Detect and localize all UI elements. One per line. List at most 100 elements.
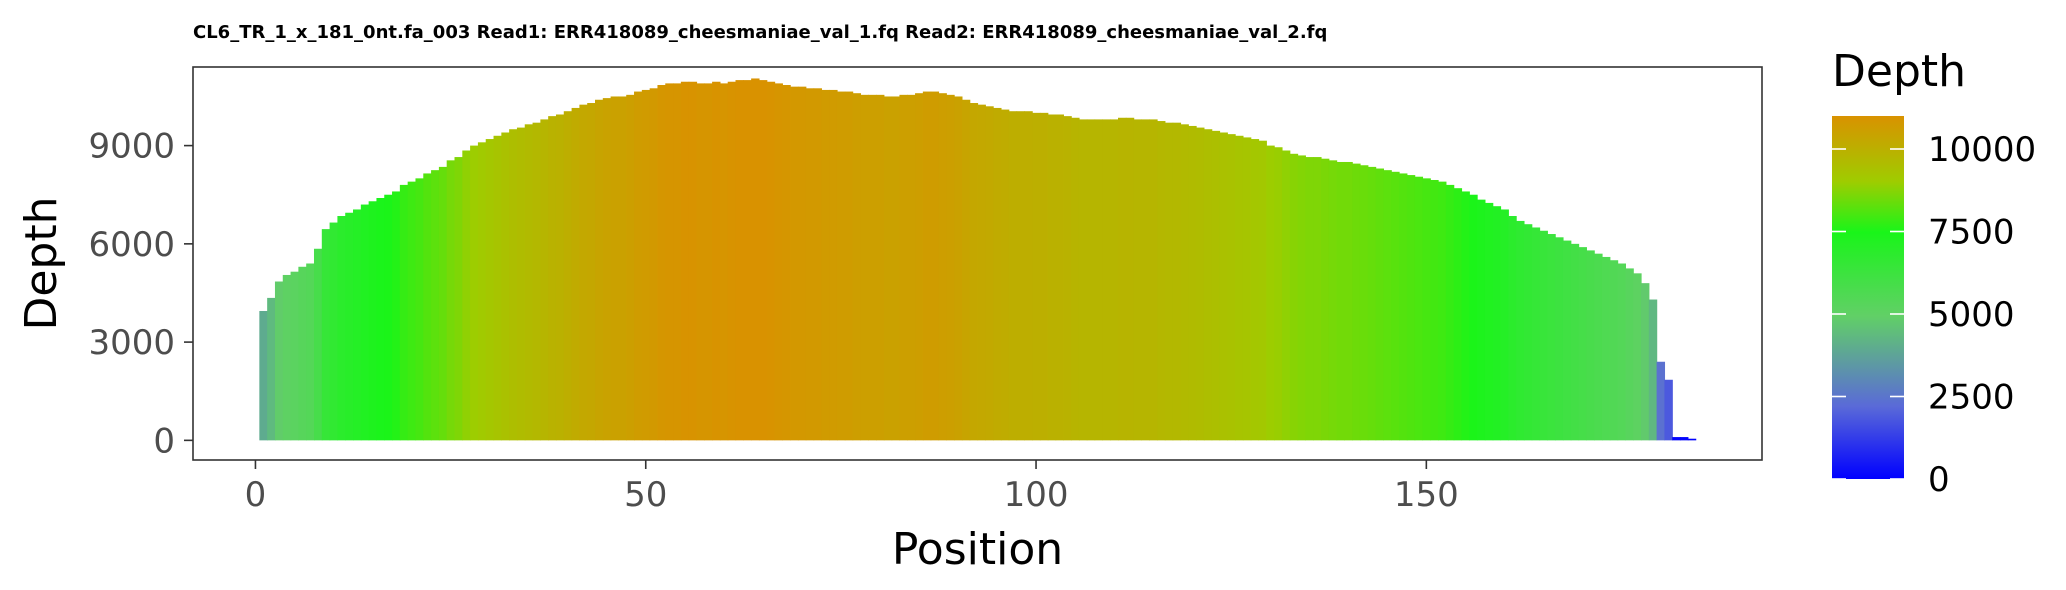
- bar: [1508, 216, 1517, 441]
- bar: [1320, 158, 1330, 441]
- bar: [1516, 220, 1525, 441]
- bar: [1625, 268, 1634, 441]
- bar: [438, 166, 448, 441]
- bar: [368, 201, 378, 441]
- y-tick-label: 9000: [88, 127, 175, 167]
- bar: [1609, 260, 1619, 441]
- bar: [1445, 184, 1455, 441]
- bar: [743, 80, 752, 441]
- bar: [1438, 181, 1447, 441]
- bar: [868, 94, 877, 441]
- bar: [1531, 227, 1541, 441]
- bar: [259, 310, 268, 441]
- bar: [1039, 112, 1049, 441]
- bar: [1242, 137, 1252, 441]
- bar: [821, 89, 830, 441]
- bar: [1250, 139, 1260, 441]
- bar: [907, 94, 916, 441]
- bar: [1352, 163, 1361, 441]
- bar: [563, 111, 573, 441]
- bar: [477, 142, 487, 441]
- legend-colorbar: [1832, 116, 1904, 479]
- bar: [462, 150, 471, 441]
- legend-tick-label: 5000: [1928, 295, 2015, 335]
- bar: [829, 89, 838, 441]
- bar: [977, 104, 986, 441]
- bar: [1641, 283, 1650, 441]
- bar: [766, 81, 776, 441]
- bar: [1562, 240, 1572, 441]
- bar: [282, 274, 292, 441]
- bar: [946, 94, 955, 441]
- bar: [1071, 117, 1080, 441]
- bar: [1149, 119, 1158, 441]
- bar: [376, 198, 385, 441]
- x-axis: 0 50 100 150: [245, 460, 1459, 515]
- bar: [1430, 179, 1439, 441]
- plot-area: [259, 78, 1697, 441]
- bar: [1313, 157, 1322, 441]
- bar: [313, 248, 323, 441]
- bar: [1672, 437, 1681, 441]
- bar: [938, 93, 947, 441]
- x-axis-title: Position: [892, 524, 1063, 575]
- bar: [1375, 168, 1385, 441]
- bar: [1094, 119, 1103, 441]
- bar: [392, 191, 401, 441]
- bar: [1008, 111, 1018, 441]
- bar: [1258, 140, 1267, 441]
- bar: [883, 96, 893, 441]
- bar: [1547, 234, 1556, 441]
- bar: [774, 83, 783, 441]
- bar: [1617, 263, 1626, 441]
- bar: [454, 157, 463, 441]
- bar: [423, 173, 432, 441]
- bar: [337, 216, 346, 441]
- y-tick-label: 3000: [88, 323, 175, 363]
- bar: [1172, 122, 1182, 441]
- bar: [1680, 437, 1689, 441]
- bar: [493, 135, 502, 441]
- bar: [1500, 209, 1509, 441]
- bar: [1594, 253, 1603, 441]
- bar: [1203, 129, 1213, 441]
- bar: [891, 96, 901, 441]
- bar: [384, 194, 393, 441]
- bar: [1461, 191, 1470, 441]
- bar: [587, 103, 596, 441]
- bar: [1648, 299, 1658, 441]
- y-axis-title: Depth: [16, 196, 67, 330]
- bar: [844, 91, 854, 441]
- bar: [1289, 153, 1299, 441]
- bar: [1032, 112, 1041, 441]
- bar: [1586, 250, 1595, 441]
- legend-tick-label: 7500: [1928, 213, 2015, 253]
- bar: [649, 88, 659, 441]
- plot-border: [192, 66, 1763, 461]
- bar: [1118, 117, 1127, 441]
- bar: [274, 281, 284, 441]
- bar: [407, 181, 417, 441]
- legend-tick-label: 10000: [1928, 130, 2036, 170]
- bar: [579, 104, 588, 441]
- bar: [1414, 176, 1424, 441]
- bar: [571, 107, 580, 441]
- bar: [805, 88, 815, 441]
- bar: [290, 271, 299, 441]
- bar: [696, 83, 705, 441]
- bar: [360, 204, 370, 441]
- bar: [345, 212, 354, 441]
- bar: [1016, 111, 1025, 441]
- bar: [852, 93, 862, 441]
- bar: [657, 85, 666, 441]
- bar: [1453, 188, 1463, 441]
- bar: [1024, 111, 1033, 441]
- bar: [1383, 170, 1392, 441]
- bar: [680, 81, 690, 441]
- bar: [267, 297, 276, 441]
- bar: [790, 86, 799, 441]
- bar: [540, 119, 549, 441]
- bar: [1555, 237, 1564, 441]
- bar: [1664, 379, 1673, 441]
- bar: [922, 91, 932, 441]
